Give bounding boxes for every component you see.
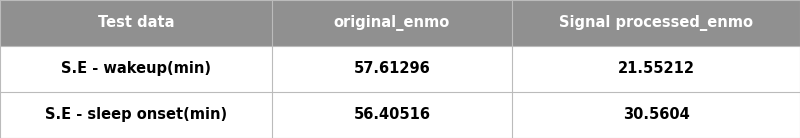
Bar bbox=[512, 46, 800, 92]
Bar bbox=[272, 46, 512, 92]
Text: Test data: Test data bbox=[98, 15, 174, 30]
Text: S.E - wakeup(min): S.E - wakeup(min) bbox=[61, 61, 211, 76]
Text: S.E - sleep onset(min): S.E - sleep onset(min) bbox=[45, 107, 227, 122]
Bar bbox=[0, 92, 272, 138]
Bar bbox=[272, 92, 512, 138]
Text: Signal processed_enmo: Signal processed_enmo bbox=[559, 15, 753, 31]
Text: 57.61296: 57.61296 bbox=[354, 61, 430, 76]
Text: original_enmo: original_enmo bbox=[334, 15, 450, 31]
Text: 30.5604: 30.5604 bbox=[622, 107, 690, 122]
Bar bbox=[0, 46, 272, 92]
Bar bbox=[0, 0, 272, 46]
Text: 56.40516: 56.40516 bbox=[354, 107, 430, 122]
Text: 21.55212: 21.55212 bbox=[618, 61, 694, 76]
Bar bbox=[272, 0, 512, 46]
Bar bbox=[512, 0, 800, 46]
Bar bbox=[512, 92, 800, 138]
